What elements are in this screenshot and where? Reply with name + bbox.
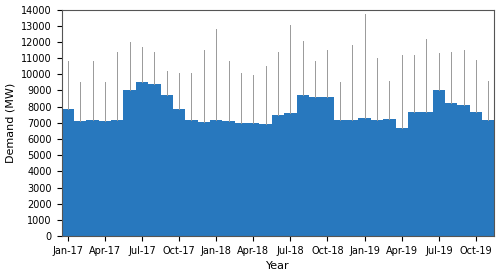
Bar: [458, 105, 469, 236]
Bar: [62, 109, 74, 236]
Bar: [124, 91, 136, 236]
Bar: [86, 120, 99, 236]
Bar: [74, 121, 86, 236]
Bar: [396, 128, 408, 236]
Bar: [383, 119, 396, 236]
Bar: [160, 95, 173, 236]
Bar: [334, 120, 346, 236]
Bar: [296, 95, 309, 236]
Bar: [234, 123, 247, 236]
Bar: [482, 120, 494, 236]
Bar: [272, 115, 284, 236]
Bar: [260, 124, 272, 236]
Bar: [432, 91, 445, 236]
X-axis label: Year: Year: [266, 261, 290, 271]
Bar: [284, 113, 296, 236]
Bar: [222, 121, 234, 236]
Bar: [148, 84, 160, 236]
Bar: [346, 120, 358, 236]
Bar: [445, 102, 458, 236]
Bar: [173, 109, 186, 236]
Y-axis label: Demand (MW): Demand (MW): [6, 83, 16, 163]
Bar: [371, 120, 383, 236]
Bar: [470, 112, 482, 236]
Bar: [358, 118, 371, 236]
Bar: [186, 120, 198, 236]
Bar: [111, 120, 124, 236]
Bar: [198, 122, 210, 236]
Bar: [98, 121, 111, 236]
Bar: [309, 97, 322, 236]
Bar: [247, 123, 260, 236]
Bar: [210, 120, 222, 236]
Bar: [408, 112, 420, 236]
Bar: [136, 82, 148, 236]
Bar: [420, 112, 432, 236]
Bar: [322, 97, 334, 236]
